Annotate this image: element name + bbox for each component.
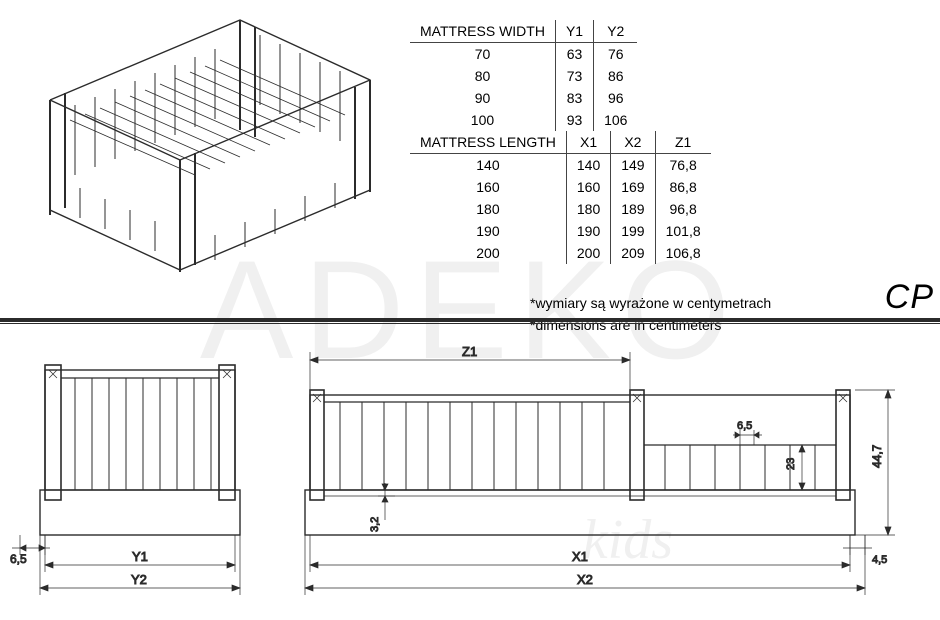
dim-post-w2: 6,5 — [737, 420, 752, 432]
col-header: X1 — [566, 131, 610, 154]
side-view: Z1 6,5 23 — [290, 340, 930, 605]
cell: 83 — [555, 87, 593, 109]
table-row: 14014014976,8 — [410, 154, 711, 177]
cell: 106 — [594, 109, 638, 131]
brand-logo: CP — [885, 278, 934, 317]
table-width: MATTRESS WIDTHY1Y2 706376807386908396100… — [410, 20, 637, 131]
table-row: 807386 — [410, 65, 637, 87]
end-view: 6,5 Y1 Y2 — [10, 340, 270, 605]
top-section: MATTRESS WIDTHY1Y2 706376807386908396100… — [0, 0, 940, 310]
table-row: 200200209106,8 — [410, 242, 711, 264]
cell: 140 — [566, 154, 610, 177]
cell: 209 — [611, 242, 655, 264]
cell: 140 — [410, 154, 566, 177]
dim-right-margin: 4,5 — [872, 554, 887, 566]
cell: 169 — [611, 176, 655, 198]
col-header: X2 — [611, 131, 655, 154]
cell: 106,8 — [655, 242, 711, 264]
col-header: MATTRESS LENGTH — [410, 131, 566, 154]
cell: 180 — [566, 198, 610, 220]
col-header: Y2 — [594, 20, 638, 43]
cell: 70 — [410, 43, 555, 66]
cell: 96 — [594, 87, 638, 109]
cell: 76 — [594, 43, 638, 66]
table-length: MATTRESS LENGTHX1X2Z1 14014014976,816016… — [410, 131, 711, 264]
dim-y2: Y2 — [131, 572, 147, 587]
table-row: 18018018996,8 — [410, 198, 711, 220]
cell: 180 — [410, 198, 566, 220]
dim-height: 44,7 — [870, 444, 884, 468]
table-row: 706376 — [410, 43, 637, 66]
cell: 86,8 — [655, 176, 711, 198]
dim-z1: Z1 — [462, 344, 477, 359]
cell: 101,8 — [655, 220, 711, 242]
cell: 149 — [611, 154, 655, 177]
cell: 160 — [410, 176, 566, 198]
table-row: 190190199101,8 — [410, 220, 711, 242]
col-header: Y1 — [555, 20, 593, 43]
dim-x2: X2 — [577, 572, 593, 587]
cell: 200 — [566, 242, 610, 264]
tables-area: MATTRESS WIDTHY1Y2 706376807386908396100… — [410, 20, 930, 337]
cell: 86 — [594, 65, 638, 87]
isometric-drawing — [10, 10, 390, 300]
table-row: 908396 — [410, 87, 637, 109]
cell: 160 — [566, 176, 610, 198]
cell: 190 — [410, 220, 566, 242]
cell: 90 — [410, 87, 555, 109]
cell: 199 — [611, 220, 655, 242]
dim-post-w1: 6,5 — [10, 552, 27, 566]
section-divider — [0, 318, 940, 324]
dim-base-h: 3,2 — [369, 517, 381, 532]
dim-y1: Y1 — [132, 549, 148, 564]
cell: 190 — [566, 220, 610, 242]
col-header: Z1 — [655, 131, 711, 154]
cell: 93 — [555, 109, 593, 131]
note-pl: *wymiary są wyrażone w centymetrach — [530, 292, 930, 314]
dim-rail-h: 23 — [785, 458, 797, 470]
cell: 63 — [555, 43, 593, 66]
dim-x1: X1 — [572, 549, 588, 564]
cell: 189 — [611, 198, 655, 220]
table-row: 10093106 — [410, 109, 637, 131]
cell: 80 — [410, 65, 555, 87]
table-row: 16016016986,8 — [410, 176, 711, 198]
col-header: MATTRESS WIDTH — [410, 20, 555, 43]
cell: 100 — [410, 109, 555, 131]
cell: 73 — [555, 65, 593, 87]
bottom-section: 6,5 Y1 Y2 — [0, 330, 940, 620]
cell: 200 — [410, 242, 566, 264]
cell: 96,8 — [655, 198, 711, 220]
cell: 76,8 — [655, 154, 711, 177]
